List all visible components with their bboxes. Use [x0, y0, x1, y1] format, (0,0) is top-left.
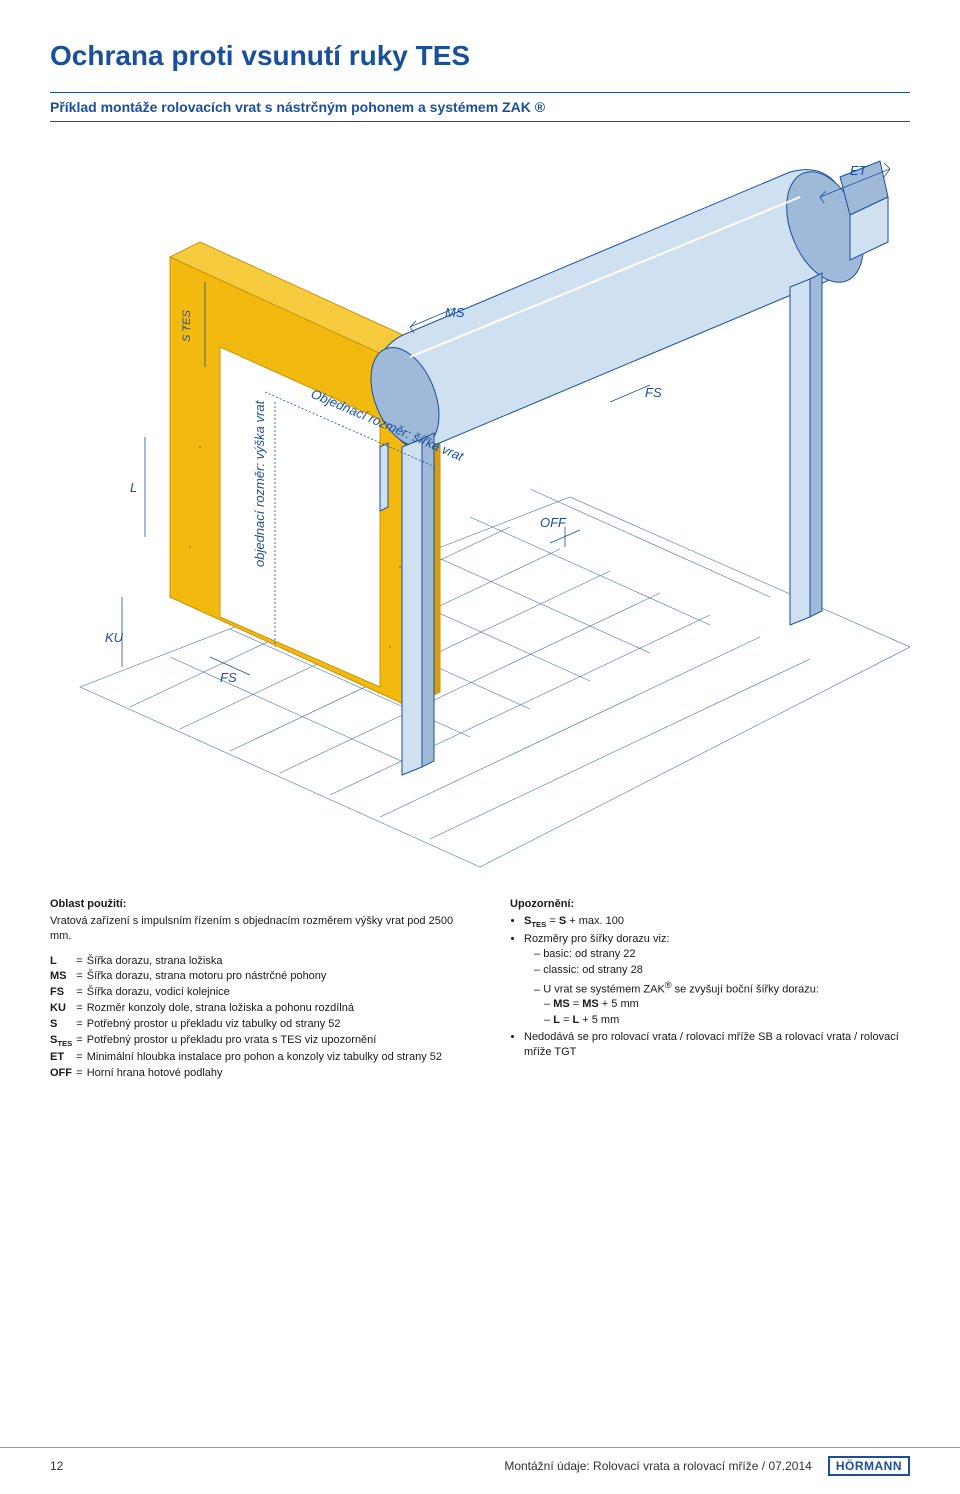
right-column: Upozornění: STES = S + max. 100Rozměry p…	[510, 897, 910, 1082]
legend-key: L	[50, 954, 76, 970]
notice-item: basic: od strany 22	[534, 947, 910, 962]
legend-eq: =	[76, 1050, 86, 1066]
footer-doc: Montážní údaje: Rolovací vrata a rolovac…	[504, 1459, 812, 1473]
installation-diagram: ET MS FS OFF L KU FS Objednací rozměr: š…	[50, 147, 910, 867]
notice-item: STES = S + max. 100	[524, 914, 910, 931]
legend-desc: Rozměr konzoly dole, strana ložiska a po…	[87, 1001, 446, 1017]
brand-logo: HÖRMANN	[828, 1456, 910, 1476]
legend-desc: Potřebný prostor u překladu pro vrata s …	[87, 1033, 446, 1051]
label-fs2: FS	[220, 670, 237, 685]
subtitle: Příklad montáže rolovacích vrat s nástrč…	[50, 99, 910, 115]
label-off: OFF	[540, 515, 567, 530]
legend-key: ET	[50, 1050, 76, 1066]
label-et: ET	[850, 163, 868, 178]
legend-key: STES	[50, 1033, 76, 1051]
label-ms: MS	[445, 305, 465, 320]
label-stes: S TES	[181, 310, 193, 342]
left-column: Oblast použití: Vratová zařízení s impul…	[50, 897, 470, 1082]
usage-text: Vratová zařízení s impulsním řízením s o…	[50, 914, 470, 944]
legend-eq: =	[76, 1017, 86, 1033]
legend-eq: =	[76, 1001, 86, 1017]
notice-item: MS = MS + 5 mm	[544, 997, 910, 1012]
legend-desc: Potřebný prostor u překladu viz tabulky …	[87, 1017, 446, 1033]
diagram-svg: ET MS FS OFF L KU FS Objednací rozměr: š…	[50, 147, 910, 867]
legend-key: OFF	[50, 1066, 76, 1082]
label-ku: KU	[105, 630, 124, 645]
legend-key: MS	[50, 969, 76, 985]
legend-desc: Šířka dorazu, vodicí kolejnice	[87, 985, 446, 1001]
notice-item: L = L + 5 mm	[544, 1013, 910, 1028]
notice-item: classic: od strany 28	[534, 963, 910, 978]
label-fs1: FS	[645, 385, 662, 400]
legend-desc: Šířka dorazu, strana ložiska	[87, 954, 446, 970]
legend-key: S	[50, 1017, 76, 1033]
legend-key: KU	[50, 1001, 76, 1017]
notice-item: Rozměry pro šířky dorazu viz:basic: od s…	[524, 932, 910, 1028]
legend-eq: =	[76, 969, 86, 985]
legend-eq: =	[76, 985, 86, 1001]
notice-sublist: basic: od strany 22classic: od strany 28…	[524, 947, 910, 1028]
notice-title: Upozornění:	[510, 897, 910, 912]
notice-item: U vrat se systémem ZAK® se zvyšují boční…	[534, 979, 910, 1028]
usage-title: Oblast použití:	[50, 897, 470, 912]
legend-eq: =	[76, 1066, 86, 1082]
legend-table: L=Šířka dorazu, strana ložiskaMS=Šířka d…	[50, 954, 446, 1082]
legend-eq: =	[76, 1033, 86, 1051]
page-footer: 12 Montážní údaje: Rolovací vrata a rolo…	[0, 1447, 960, 1476]
legend-desc: Šířka dorazu, strana motoru pro nástrčné…	[87, 969, 446, 985]
legend-eq: =	[76, 954, 86, 970]
legend-desc: Minimální hloubka instalace pro pohon a …	[87, 1050, 446, 1066]
legend-key: FS	[50, 985, 76, 1001]
page-number: 12	[50, 1459, 63, 1473]
legend-desc: Horní hrana hotové podlahy	[87, 1066, 446, 1082]
notice-item: Nedodává se pro rolovací vrata / rolovac…	[524, 1030, 910, 1060]
subtitle-bar: Příklad montáže rolovacích vrat s nástrč…	[50, 92, 910, 122]
label-height: objednací rozměr: výška vrat	[252, 399, 267, 567]
notice-list: STES = S + max. 100Rozměry pro šířky dor…	[510, 914, 910, 1060]
label-l: L	[130, 480, 137, 495]
page-title: Ochrana proti vsunutí ruky TES	[50, 40, 910, 72]
notice-sublist: MS = MS + 5 mmL = L + 5 mm	[534, 997, 910, 1028]
